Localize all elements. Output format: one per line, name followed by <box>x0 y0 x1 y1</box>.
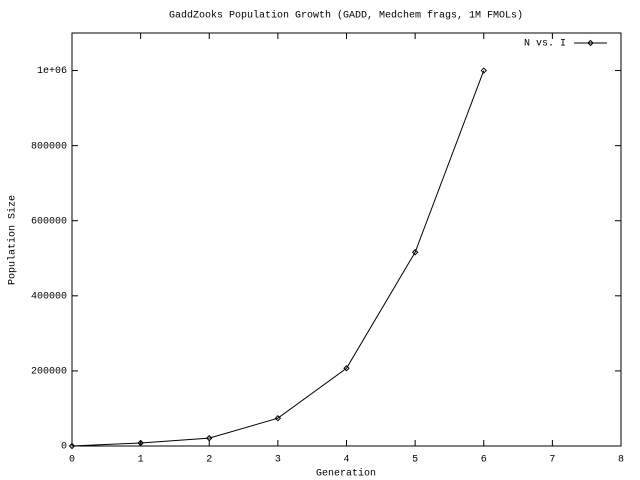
y-tick-label: 1e+06 <box>37 66 67 77</box>
point <box>68 442 76 450</box>
y-tick-label: 200000 <box>31 367 67 378</box>
x-tick-label: 8 <box>618 455 624 466</box>
x-tick-label: 4 <box>343 455 349 466</box>
x-tick-label: 1 <box>138 455 144 466</box>
x-axis-label: Generation <box>316 468 376 480</box>
point <box>137 439 144 447</box>
point <box>480 67 487 74</box>
legend-marker <box>587 39 594 47</box>
x-tick-label: 2 <box>206 455 212 466</box>
y-tick-label: 600000 <box>31 216 67 227</box>
series-line <box>71 70 485 447</box>
x-tick-label: 3 <box>275 455 281 466</box>
x-tick-label: 6 <box>481 455 487 466</box>
y-tick-label: 400000 <box>31 291 67 302</box>
x-tick-label: 5 <box>412 455 418 466</box>
y-axis-label: Population Size <box>7 195 19 285</box>
point <box>274 415 282 422</box>
chart-title: GaddZooks Population Growth (GADD, Medch… <box>169 10 523 22</box>
point <box>206 434 213 442</box>
x-tick-label: 0 <box>69 455 75 466</box>
x-tick-label: 7 <box>549 455 555 466</box>
point <box>343 365 350 372</box>
y-tick-label: 800000 <box>31 141 67 152</box>
legend-label: N vs. I <box>524 39 566 50</box>
y-tick-label: 0 <box>61 442 67 453</box>
point <box>411 249 419 256</box>
